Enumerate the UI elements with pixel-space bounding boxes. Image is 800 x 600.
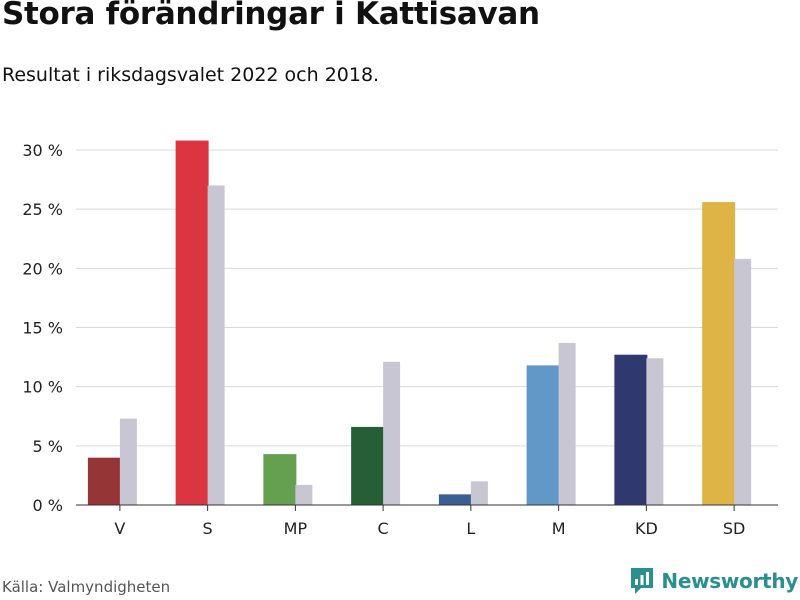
bar-2022-mp [263,454,297,505]
y-tick-label: 25 % [22,200,63,219]
y-tick-label: 0 % [33,496,63,515]
y-axis-ticks: 0 % 5 % 10 % 15 % 20 % 25 % 30 % [22,141,63,515]
bars [87,140,752,506]
bar-2018-m [558,342,576,505]
chart-subtitle: Resultat i riksdagsvalet 2022 och 2018. [2,64,380,86]
bar-2022-v [87,457,121,505]
y-tick-label: 10 % [22,378,63,397]
bar-2018-sd [734,258,752,505]
bar-2018-c [383,361,401,505]
x-tick-label: KD [635,519,658,538]
chart-title: Stora förändringar i Kattisavan [2,0,540,32]
bar-2018-mp [295,484,313,505]
x-tick-label: SD [723,519,745,538]
bar-2022-s [175,140,209,506]
bar-2018-v [119,418,137,505]
newsworthy-logo: Newsworthy [629,566,798,596]
bar-2022-m [526,365,560,505]
bar-2018-s [207,185,225,505]
x-tick-label: M [552,519,566,538]
x-tick-label: C [378,519,389,538]
y-tick-label: 20 % [22,259,63,278]
y-tick-label: 5 % [33,437,63,456]
x-tick-label: S [203,519,213,538]
y-tick-label: 15 % [22,319,63,338]
source-note: Källa: Valmyndigheten [2,578,171,596]
bar-chart: 0 % 5 % 10 % 15 % 20 % 25 % 30 % V S MP C L M KD SD [22,140,778,538]
bar-2022-l [438,494,472,505]
x-axis-ticks: V S MP C L M KD SD [76,504,778,538]
bar-chart-logo-icon [631,568,654,594]
bar-2018-kd [646,358,664,505]
bar-2022-sd [702,202,736,506]
brand-name: Newsworthy [661,569,798,593]
x-tick-label: V [114,519,125,538]
y-tick-label: 30 % [22,141,63,160]
x-tick-label: MP [284,519,308,538]
x-tick-label: L [466,519,475,538]
bar-2022-kd [614,354,648,505]
bar-2018-l [470,481,488,505]
bar-2022-c [351,426,385,505]
